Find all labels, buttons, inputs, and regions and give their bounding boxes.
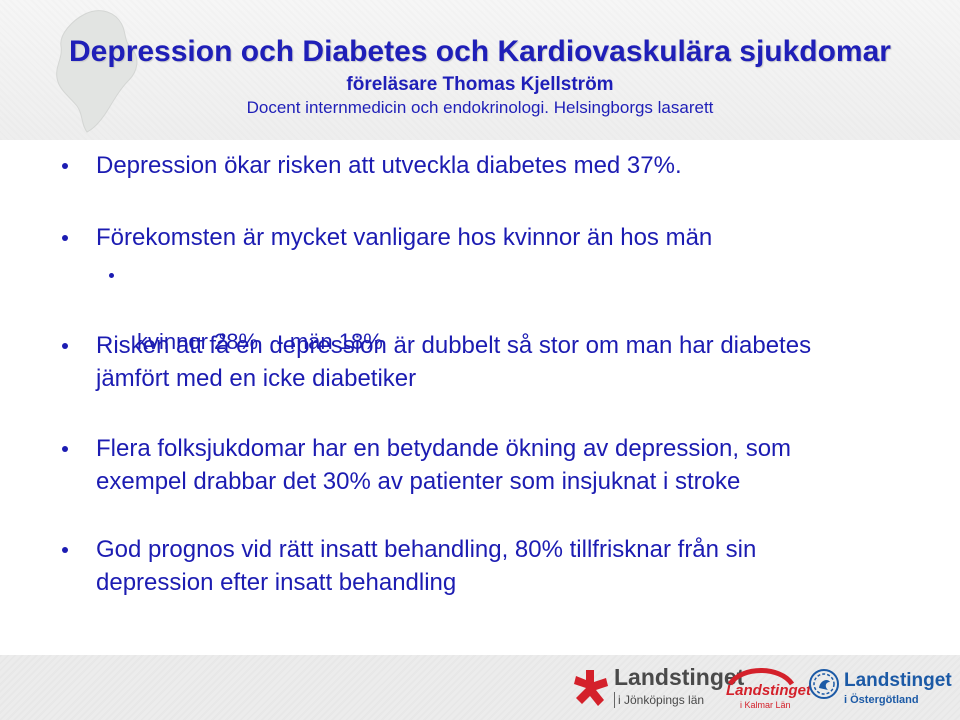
ostergotland-griffin-icon	[809, 669, 839, 699]
header-band	[0, 0, 960, 140]
logo-kalmar-sub: i Kalmar Län	[740, 700, 791, 710]
bullet-item: Förekomsten är mycket vanligare hos kvin…	[96, 224, 713, 251]
logo-jonkoping: Landstinget i Jönköpings län	[572, 662, 744, 714]
bullet-dot	[62, 547, 68, 553]
sub-bullet-item: kvinnor 28% - män 18%	[137, 329, 383, 354]
logo-kalmar-name: Landstinget	[726, 682, 811, 699]
bullet-dot	[62, 446, 68, 452]
affiliation-line: Docent internmedicin och endokrinologi. …	[246, 98, 714, 117]
slide-title: Depression och Diabetes och Kardiovaskul…	[69, 35, 891, 68]
jonkoping-emblem-icon	[574, 670, 608, 706]
bullet-item: God prognos vid rätt insatt behandling, …	[96, 536, 757, 596]
logo-kalmar: Landstinget i Kalmar Län	[724, 662, 811, 714]
logo-jonkoping-sub: i Jönköpings län	[618, 693, 705, 707]
bullet-dot	[62, 235, 68, 241]
kalmar-arc-icon	[727, 668, 795, 686]
bullet-item: Flera folksjukdomar har en betydande ökn…	[96, 435, 792, 495]
bullet-dot	[62, 163, 68, 169]
sub-bullet-dot	[109, 273, 114, 278]
logo-ostergotland-sub: i Östergötland	[844, 694, 919, 706]
lecturer-line: föreläsare Thomas Kjellström	[346, 74, 614, 95]
bullet-item: Risken att få en depression är dubbelt s…	[96, 332, 812, 392]
logo-jonkoping-name: Landstinget	[614, 664, 745, 690]
map-watermark-icon	[56, 10, 138, 133]
footer-band	[0, 655, 960, 720]
logo-ostergotland-name: Landstinget	[844, 670, 952, 691]
logo-divider	[614, 692, 615, 708]
bullet-item: Depression ökar risken att utveckla diab…	[96, 152, 682, 179]
bullet-dot	[62, 343, 68, 349]
logo-ostergotland: Landstinget i Östergötland	[806, 662, 956, 714]
